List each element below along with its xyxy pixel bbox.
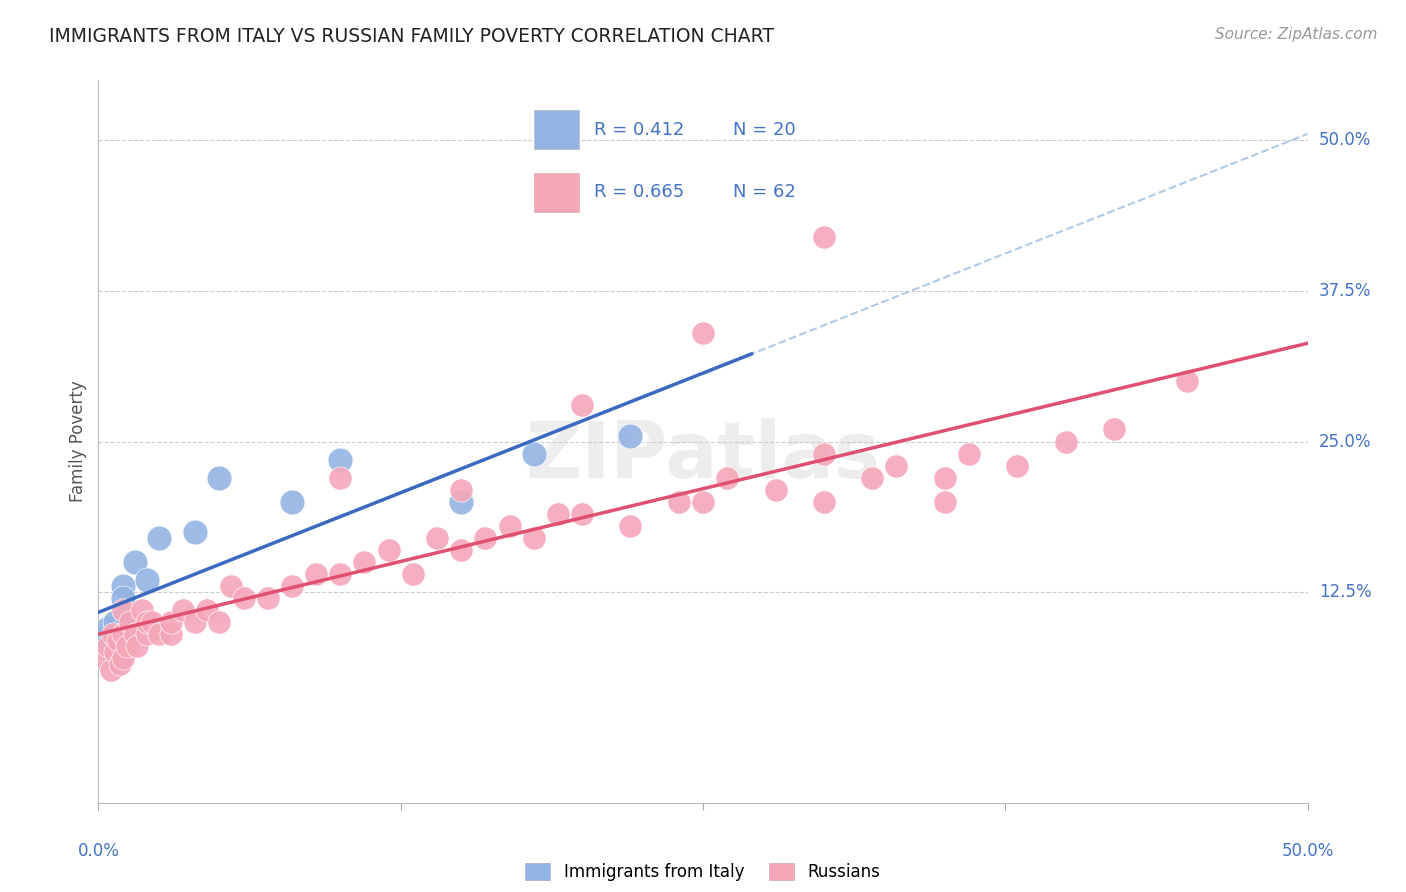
Point	[127, 639, 149, 653]
Point	[141, 615, 163, 630]
Point	[135, 573, 157, 587]
Point	[107, 633, 129, 648]
Y-axis label: Family Poverty: Family Poverty	[69, 381, 87, 502]
Text: 0.0%: 0.0%	[77, 842, 120, 860]
Point	[668, 494, 690, 508]
Point	[547, 507, 569, 521]
Point	[107, 633, 129, 648]
Point	[111, 579, 134, 593]
Point	[426, 531, 449, 545]
Point	[860, 471, 883, 485]
Point	[117, 639, 139, 653]
Point	[108, 657, 131, 672]
Point	[329, 471, 352, 485]
Point	[1054, 434, 1077, 449]
Point	[208, 471, 231, 485]
Point	[571, 398, 593, 412]
Legend: Immigrants from Italy, Russians: Immigrants from Italy, Russians	[526, 863, 880, 881]
Point	[692, 494, 714, 508]
Text: 37.5%: 37.5%	[1319, 282, 1371, 300]
Text: ZIPatlas: ZIPatlas	[526, 418, 880, 494]
Point	[135, 615, 157, 630]
Text: 12.5%: 12.5%	[1319, 583, 1371, 601]
Point	[474, 531, 496, 545]
Point	[104, 615, 127, 630]
Point	[934, 494, 956, 508]
Point	[111, 603, 134, 617]
Point	[765, 483, 787, 497]
Point	[148, 531, 170, 545]
Point	[377, 542, 399, 557]
Point	[111, 591, 134, 606]
Point	[450, 542, 472, 557]
Point	[813, 447, 835, 461]
Point	[957, 447, 980, 461]
Point	[281, 494, 304, 508]
Text: IMMIGRANTS FROM ITALY VS RUSSIAN FAMILY POVERTY CORRELATION CHART: IMMIGRANTS FROM ITALY VS RUSSIAN FAMILY …	[49, 27, 775, 45]
Point	[135, 627, 157, 641]
Text: 50.0%: 50.0%	[1319, 131, 1371, 150]
Text: Source: ZipAtlas.com: Source: ZipAtlas.com	[1215, 27, 1378, 42]
Point	[716, 471, 738, 485]
Point	[692, 326, 714, 341]
Point	[111, 627, 134, 641]
Point	[118, 615, 141, 630]
Point	[97, 639, 120, 653]
Point	[1102, 423, 1125, 437]
Point	[886, 458, 908, 473]
Point	[111, 651, 134, 665]
Point	[498, 519, 520, 533]
Point	[91, 633, 114, 648]
Point	[91, 651, 114, 665]
Point	[111, 639, 134, 653]
Point	[450, 483, 472, 497]
Point	[172, 603, 194, 617]
Point	[523, 447, 546, 461]
Point	[100, 664, 122, 678]
Point	[232, 591, 254, 606]
Point	[160, 615, 183, 630]
Point	[108, 645, 131, 659]
Point	[195, 603, 218, 617]
Text: 25.0%: 25.0%	[1319, 433, 1371, 450]
Point	[256, 591, 278, 606]
Point	[101, 627, 124, 641]
Point	[131, 603, 153, 617]
Point	[124, 555, 146, 569]
Point	[402, 567, 425, 582]
Point	[329, 567, 352, 582]
Point	[184, 615, 207, 630]
Point	[305, 567, 328, 582]
Point	[571, 507, 593, 521]
Point	[353, 555, 375, 569]
Point	[104, 645, 127, 659]
Point	[148, 627, 170, 641]
Point	[1175, 375, 1198, 389]
Point	[184, 524, 207, 539]
Point	[813, 494, 835, 508]
Point	[619, 519, 641, 533]
Point	[813, 230, 835, 244]
Point	[619, 428, 641, 442]
Point	[117, 615, 139, 630]
Point	[329, 452, 352, 467]
Point	[97, 621, 120, 635]
Point	[450, 494, 472, 508]
Point	[934, 471, 956, 485]
Point	[281, 579, 304, 593]
Text: 50.0%: 50.0%	[1281, 842, 1334, 860]
Point	[160, 627, 183, 641]
Point	[523, 531, 546, 545]
Point	[101, 645, 124, 659]
Point	[1007, 458, 1029, 473]
Point	[221, 579, 243, 593]
Point	[208, 615, 231, 630]
Point	[124, 627, 146, 641]
